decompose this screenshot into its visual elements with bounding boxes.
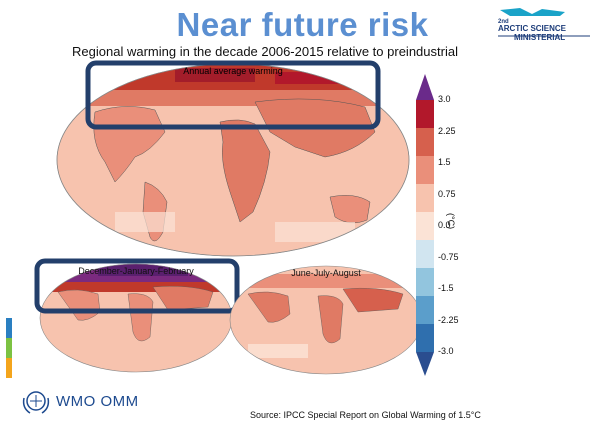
- colorbar: [416, 74, 434, 376]
- colorbar-segment: [416, 324, 434, 352]
- colorbar-tick-label: 2.25: [438, 125, 456, 136]
- colorbar-tick-label: 3.0: [438, 94, 451, 104]
- colorbar-top-arrow: [416, 74, 434, 100]
- colorbar-tick-label: -3.0: [438, 346, 454, 356]
- djf-highlight-box: [34, 258, 240, 314]
- colorbar-segment: [416, 100, 434, 128]
- colorbar-tick-label: 1.5: [438, 157, 451, 167]
- subtitle: Regional warming in the decade 2006-2015…: [72, 44, 458, 59]
- colorbar-segment: [416, 240, 434, 268]
- colorbar-unit: (°C): [446, 213, 456, 230]
- page-title: Near future risk: [176, 6, 429, 43]
- logo-line1: ARCTIC SCIENCE: [498, 24, 567, 33]
- colorbar-segment: [416, 296, 434, 324]
- colorbar-segment: [416, 184, 434, 212]
- iceberg-icon: [498, 8, 590, 37]
- side-color-stripe: [6, 318, 12, 378]
- annual-highlight-box: [85, 60, 381, 130]
- colorbar-segment: [416, 268, 434, 296]
- colorbar-segment: [416, 212, 434, 240]
- source-citation: Source: IPCC Special Report on Global Wa…: [250, 410, 481, 420]
- colorbar-tick-label: 0.75: [438, 188, 456, 199]
- wmo-emblem-icon: [22, 391, 50, 414]
- djf-map-label: December-January-February: [78, 266, 194, 276]
- colorbar-segment: [416, 128, 434, 156]
- colorbar-tick-label: 0.0: [438, 220, 451, 230]
- jja-map-label: June-July-August: [291, 268, 361, 278]
- logo-superscript: 2nd: [498, 19, 509, 25]
- wmo-label: WMO OMM: [56, 393, 139, 410]
- annual-map-label: Annual average warming: [183, 66, 283, 76]
- jja-warming-map: June-July-August: [229, 265, 423, 375]
- logo-line2: MINISTERIAL: [514, 33, 566, 42]
- arctic-science-logo: 2nd ARCTIC SCIENCE MINISTERIAL: [470, 6, 595, 50]
- colorbar-segment: [416, 156, 434, 184]
- colorbar-bottom-arrow: [416, 352, 434, 376]
- colorbar-tick-label: -1.5: [438, 283, 454, 293]
- colorbar-tick-label: -0.75: [438, 251, 459, 262]
- colorbar-tick-label: -2.25: [438, 314, 459, 325]
